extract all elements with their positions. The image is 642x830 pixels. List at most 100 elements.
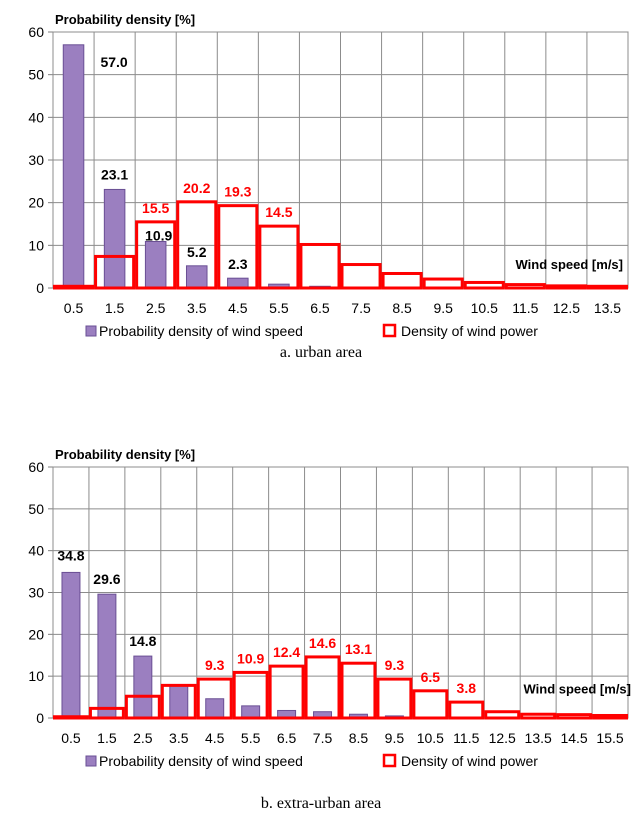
x-tick-label: 9.5 bbox=[385, 730, 405, 746]
speed-data-label: 57.0 bbox=[100, 54, 127, 70]
chart-extra-urban: 0 10 20 30 40 50 60 Probability density [%] 34.8… bbox=[28, 447, 631, 769]
y-tick-label: 10 bbox=[28, 668, 44, 684]
power-data-label: 3.8 bbox=[457, 680, 477, 696]
power-bar bbox=[53, 284, 95, 290]
x-tick-label: 10.5 bbox=[471, 300, 498, 316]
chart-panel-extra-urban: 0 10 20 30 40 50 60 Probability density [%] 34.8… bbox=[0, 410, 642, 830]
speed-bar bbox=[103, 188, 126, 289]
chart-urban: 0 10 20 30 40 50 60 Probability density [%] 57.0… bbox=[28, 12, 629, 339]
legend-label-power: Density of wind power bbox=[401, 323, 538, 339]
speed-bar bbox=[133, 655, 153, 719]
x-tick-label: 7.5 bbox=[351, 300, 371, 316]
speed-data-label: 34.8 bbox=[57, 547, 84, 563]
x-tick-label: 2.5 bbox=[146, 300, 166, 316]
x-tick-label: 10.5 bbox=[417, 730, 444, 746]
caption-urban: a. urban area bbox=[279, 344, 363, 361]
legend-swatch-power bbox=[382, 323, 397, 338]
power-bar bbox=[217, 204, 259, 290]
y-tick-label: 10 bbox=[28, 237, 44, 253]
x-tick-label: 3.5 bbox=[187, 300, 207, 316]
y-tick-label: 0 bbox=[36, 710, 44, 726]
x-tick-label: 2.5 bbox=[133, 730, 153, 746]
power-bar bbox=[556, 713, 593, 720]
x-tick-label: 9.5 bbox=[433, 300, 453, 316]
x-tick-label: 8.5 bbox=[392, 300, 412, 316]
power-bar bbox=[448, 700, 485, 720]
speed-data-label: 14.8 bbox=[129, 633, 156, 649]
power-bar bbox=[545, 284, 587, 290]
x-tick-label: 11.5 bbox=[453, 730, 479, 746]
x-tick-label: 4.5 bbox=[228, 300, 248, 316]
legend-label-speed: Probability density of wind speed bbox=[99, 323, 303, 339]
power-bar bbox=[53, 715, 89, 720]
y-tick-label: 30 bbox=[28, 152, 44, 168]
power-bar bbox=[258, 224, 300, 290]
power-bar bbox=[376, 677, 413, 720]
speed-bar bbox=[205, 698, 225, 719]
power-bar bbox=[586, 284, 629, 290]
power-bar bbox=[504, 283, 546, 290]
speed-data-label: 29.6 bbox=[93, 571, 120, 587]
y-tick-label: 60 bbox=[28, 459, 44, 475]
power-bar bbox=[268, 664, 305, 720]
power-data-label: 13.1 bbox=[345, 641, 372, 657]
y-tick-label: 50 bbox=[28, 67, 44, 83]
legend-swatch-speed bbox=[85, 325, 97, 337]
power-bar bbox=[135, 220, 177, 290]
power-bar bbox=[196, 677, 233, 720]
power-data-label: 9.3 bbox=[205, 657, 225, 673]
speed-bar bbox=[61, 571, 81, 719]
power-bar bbox=[124, 694, 161, 720]
x-tick-label: 6.5 bbox=[277, 730, 297, 746]
speed-bar bbox=[62, 44, 85, 289]
power-bar bbox=[592, 713, 628, 720]
power-bar bbox=[381, 271, 423, 290]
speed-data-label: 23.1 bbox=[101, 166, 128, 182]
x-tick-label: 11.5 bbox=[512, 300, 538, 316]
x-tick-label: 4.5 bbox=[205, 730, 225, 746]
y-tick-label: 20 bbox=[28, 195, 44, 211]
power-bar bbox=[520, 712, 557, 720]
legend-label-power: Density of wind power bbox=[401, 753, 538, 769]
x-tick-label: 1.5 bbox=[105, 300, 125, 316]
x-axis-title: Wind speed [m/s] bbox=[515, 257, 623, 272]
speed-bar bbox=[185, 265, 208, 289]
x-tick-label: 13.5 bbox=[594, 300, 621, 316]
power-bar bbox=[88, 706, 125, 720]
y-tick-label: 0 bbox=[36, 280, 44, 296]
power-bar bbox=[160, 683, 197, 720]
speed-data-label: 5.2 bbox=[187, 244, 207, 260]
chart-panel-urban: 0 10 20 30 40 50 60 Probability density [%] 57.0… bbox=[0, 0, 642, 372]
x-tick-label: 5.5 bbox=[241, 730, 261, 746]
power-data-label: 14.6 bbox=[309, 635, 336, 651]
x-tick-label: 14.5 bbox=[560, 730, 587, 746]
x-axis-title: Wind speed [m/s] bbox=[523, 681, 631, 696]
x-tick-label: 1.5 bbox=[97, 730, 117, 746]
legend-swatch-speed bbox=[85, 755, 97, 767]
power-bar bbox=[340, 661, 377, 720]
power-bar bbox=[299, 242, 341, 290]
y-tick-label: 40 bbox=[28, 109, 44, 125]
x-tick-label: 8.5 bbox=[349, 730, 369, 746]
x-tick-label: 12.5 bbox=[553, 300, 580, 316]
speed-bar bbox=[241, 705, 261, 719]
speed-data-label: 10.9 bbox=[145, 227, 172, 243]
power-bar bbox=[232, 670, 269, 720]
speed-bar bbox=[144, 240, 167, 289]
power-data-label: 19.3 bbox=[224, 184, 251, 200]
legend-swatch-power bbox=[382, 753, 397, 768]
power-data-label: 14.5 bbox=[265, 204, 292, 220]
power-bar bbox=[463, 280, 505, 290]
x-tick-label: 0.5 bbox=[61, 730, 81, 746]
x-tick-label: 15.5 bbox=[596, 730, 623, 746]
x-tick-label: 3.5 bbox=[169, 730, 189, 746]
y-tick-label: 60 bbox=[28, 24, 44, 40]
y-tick-label: 30 bbox=[28, 585, 44, 601]
chart-title: Probability density [%] bbox=[55, 447, 195, 462]
x-tick-label: 5.5 bbox=[269, 300, 289, 316]
chart-title: Probability density [%] bbox=[55, 12, 195, 27]
x-tick-label: 0.5 bbox=[64, 300, 84, 316]
y-tick-label: 50 bbox=[28, 501, 44, 517]
power-bar bbox=[412, 689, 449, 720]
x-tick-label: 7.5 bbox=[313, 730, 333, 746]
